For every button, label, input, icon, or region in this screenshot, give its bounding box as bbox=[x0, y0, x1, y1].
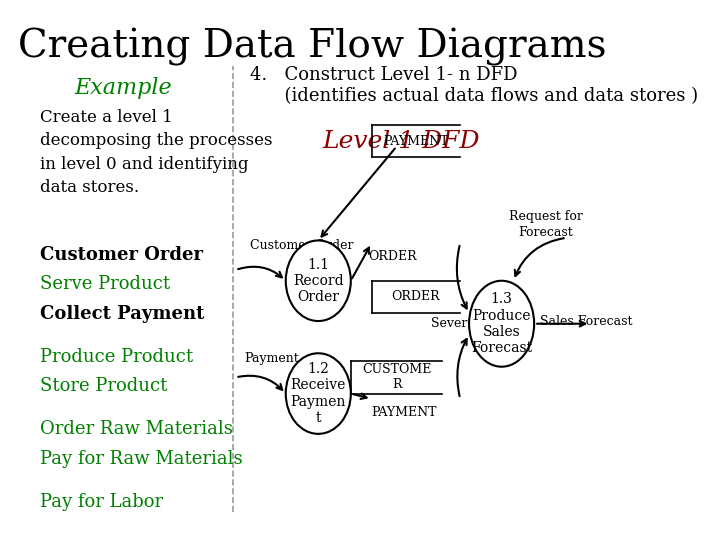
Text: CUSTOME
R: CUSTOME R bbox=[362, 363, 431, 392]
Text: 1.2
Receive
Paymen
t: 1.2 Receive Paymen t bbox=[291, 362, 346, 425]
Text: Pay for Labor: Pay for Labor bbox=[40, 493, 163, 511]
Text: Order Raw Materials: Order Raw Materials bbox=[40, 421, 233, 438]
Text: Request for
Forecast: Request for Forecast bbox=[509, 210, 583, 239]
Text: ORDER: ORDER bbox=[392, 291, 440, 303]
Text: Severed Order: Severed Order bbox=[431, 317, 524, 330]
Text: Customer Order: Customer Order bbox=[40, 246, 203, 264]
Ellipse shape bbox=[286, 240, 351, 321]
Text: PAYMENT: PAYMENT bbox=[372, 406, 437, 419]
Text: Payment: Payment bbox=[244, 352, 299, 365]
Text: Serve Product: Serve Product bbox=[40, 275, 171, 293]
Text: 1.1
Record
Order: 1.1 Record Order bbox=[293, 258, 343, 304]
Text: Create a level 1
decomposing the processes
in level 0 and identifying
data store: Create a level 1 decomposing the process… bbox=[40, 109, 273, 197]
Text: Sales Forecast: Sales Forecast bbox=[540, 314, 633, 328]
Text: Creating Data Flow Diagrams: Creating Data Flow Diagrams bbox=[18, 28, 607, 66]
Text: Collect Payment: Collect Payment bbox=[40, 305, 204, 323]
Text: 1.3
Produce
Sales
Forecast: 1.3 Produce Sales Forecast bbox=[471, 293, 532, 355]
Text: Customer Order: Customer Order bbox=[251, 239, 354, 252]
Text: Produce Product: Produce Product bbox=[40, 348, 194, 366]
Text: Example: Example bbox=[74, 77, 172, 99]
Ellipse shape bbox=[469, 281, 534, 367]
Text: PAYMENT: PAYMENT bbox=[383, 134, 449, 147]
Text: Pay for Raw Materials: Pay for Raw Materials bbox=[40, 450, 243, 468]
Ellipse shape bbox=[286, 353, 351, 434]
Text: Level 1 DFD: Level 1 DFD bbox=[323, 130, 480, 153]
Text: ORDER: ORDER bbox=[369, 250, 417, 263]
Text: 4.   Construct Level 1- n DFD
      (identifies actual data flows and data store: 4. Construct Level 1- n DFD (identifies … bbox=[251, 66, 698, 105]
Text: Store Product: Store Product bbox=[40, 377, 168, 395]
